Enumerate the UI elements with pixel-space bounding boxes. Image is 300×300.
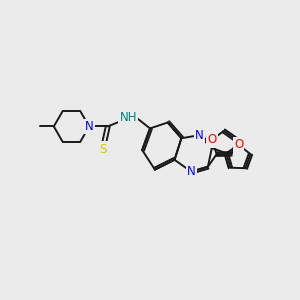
- Text: NH: NH: [120, 111, 137, 124]
- Text: N: N: [195, 129, 203, 142]
- Text: O: O: [207, 134, 216, 146]
- Text: N: N: [85, 120, 94, 133]
- Text: O: O: [234, 138, 243, 152]
- Text: N: N: [187, 165, 196, 178]
- Text: S: S: [99, 142, 106, 155]
